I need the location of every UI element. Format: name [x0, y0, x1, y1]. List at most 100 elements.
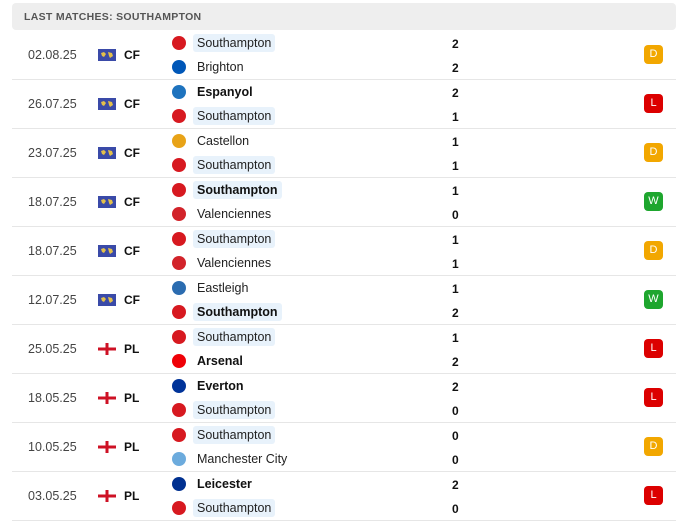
match-date: 18.05.25 [28, 391, 77, 405]
team-away[interactable]: Southampton [172, 107, 472, 127]
home-score: 1 [452, 233, 459, 247]
team-away[interactable]: Southampton [172, 303, 472, 323]
world-flag-icon [98, 49, 116, 61]
match-row[interactable]: 23.07.25 CF Castellon 1 Southampton 1 D [12, 129, 676, 178]
team-away[interactable]: Southampton [172, 401, 472, 421]
valenciennes-logo-icon [172, 256, 186, 270]
team-away[interactable]: Southampton [172, 156, 472, 176]
team-away[interactable]: Valenciennes [172, 254, 472, 274]
valenciennes-logo-icon [172, 207, 186, 221]
southampton-logo-icon [172, 501, 186, 515]
match-date: 18.07.25 [28, 195, 77, 209]
away-score: 0 [452, 453, 459, 467]
away-score: 0 [452, 502, 459, 516]
competition: CF [124, 244, 140, 258]
match-date: 02.08.25 [28, 48, 77, 62]
match-date: 23.07.25 [28, 146, 77, 160]
southampton-logo-icon [172, 109, 186, 123]
match-row[interactable]: 03.05.25 PL Leicester 2 Southampton 0 L [12, 472, 676, 521]
home-score: 0 [452, 429, 459, 443]
result-badge: D [644, 45, 663, 64]
southampton-logo-icon [172, 183, 186, 197]
world-flag-icon [98, 147, 116, 159]
team-away[interactable]: Brighton [172, 58, 472, 78]
team-away[interactable]: Arsenal [172, 352, 472, 372]
match-row[interactable]: 25.05.25 PL Southampton 1 Arsenal 2 L [12, 325, 676, 374]
match-date: 18.07.25 [28, 244, 77, 258]
competition: PL [124, 489, 140, 503]
result-badge: L [644, 486, 663, 505]
away-score: 2 [452, 61, 459, 75]
match-row[interactable]: 18.05.25 PL Everton 2 Southampton 0 L [12, 374, 676, 423]
england-flag-icon [98, 343, 116, 355]
team-name: Southampton [193, 156, 276, 174]
southampton-logo-icon [172, 232, 186, 246]
competition: CF [124, 195, 140, 209]
team-name: Brighton [197, 60, 244, 74]
leicester-logo-icon [172, 477, 186, 491]
match-row[interactable]: 26.07.25 CF Espanyol 2 Southampton 1 L [12, 80, 676, 129]
result-badge: D [644, 437, 663, 456]
home-score: 1 [452, 331, 459, 345]
team-name: Arsenal [197, 354, 243, 368]
competition: CF [124, 97, 140, 111]
section-header: LAST MATCHES: SOUTHAMPTON [12, 3, 676, 30]
away-score: 2 [452, 355, 459, 369]
espanyol-logo-icon [172, 85, 186, 99]
team-name: Southampton [193, 181, 282, 199]
team-name: Southampton [193, 230, 276, 248]
southampton-logo-icon [172, 403, 186, 417]
match-row[interactable]: 18.07.25 CF Southampton 1 Valenciennes 1… [12, 227, 676, 276]
home-score: 1 [452, 135, 459, 149]
away-score: 0 [452, 208, 459, 222]
match-row[interactable]: 18.07.25 CF Southampton 1 Valenciennes 0… [12, 178, 676, 227]
team-home[interactable]: Leicester [172, 475, 472, 495]
team-away[interactable]: Southampton [172, 499, 472, 519]
away-score: 1 [452, 159, 459, 173]
team-home[interactable]: Eastleigh [172, 279, 472, 299]
team-name: Espanyol [197, 85, 253, 99]
competition: CF [124, 146, 140, 160]
team-name: Eastleigh [197, 281, 249, 295]
team-home[interactable]: Southampton [172, 230, 472, 250]
castellon-logo-icon [172, 134, 186, 148]
team-home[interactable]: Castellon [172, 132, 472, 152]
team-home[interactable]: Espanyol [172, 83, 472, 103]
match-date: 03.05.25 [28, 489, 77, 503]
team-home[interactable]: Southampton [172, 328, 472, 348]
team-home[interactable]: Everton [172, 377, 472, 397]
team-away[interactable]: Manchester City [172, 450, 472, 470]
result-badge: L [644, 388, 663, 407]
world-flag-icon [98, 245, 116, 257]
competition: PL [124, 440, 140, 454]
team-home[interactable]: Southampton [172, 34, 472, 54]
competition: CF [124, 293, 140, 307]
result-badge: L [644, 339, 663, 358]
match-row[interactable]: 12.07.25 CF Eastleigh 1 Southampton 2 W [12, 276, 676, 325]
team-name: Valenciennes [197, 207, 272, 221]
section-title: LAST MATCHES: SOUTHAMPTON [24, 11, 202, 23]
manchester-city-logo-icon [172, 452, 186, 466]
england-flag-icon [98, 392, 116, 404]
match-row[interactable]: 10.05.25 PL Southampton 0 Manchester Cit… [12, 423, 676, 472]
england-flag-icon [98, 490, 116, 502]
result-badge: W [644, 192, 663, 211]
world-flag-icon [98, 196, 116, 208]
brighton-logo-icon [172, 60, 186, 74]
away-score: 1 [452, 110, 459, 124]
home-score: 2 [452, 380, 459, 394]
team-home[interactable]: Southampton [172, 181, 472, 201]
southampton-logo-icon [172, 158, 186, 172]
competition: CF [124, 48, 140, 62]
away-score: 0 [452, 404, 459, 418]
team-name: Southampton [193, 34, 276, 52]
team-name: Manchester City [197, 452, 288, 466]
result-badge: W [644, 290, 663, 309]
team-name: Valenciennes [197, 256, 272, 270]
team-away[interactable]: Valenciennes [172, 205, 472, 225]
team-name: Southampton [193, 328, 276, 346]
match-row[interactable]: 02.08.25 CF Southampton 2 Brighton 2 D [12, 31, 676, 80]
everton-logo-icon [172, 379, 186, 393]
southampton-logo-icon [172, 428, 186, 442]
team-home[interactable]: Southampton [172, 426, 472, 446]
